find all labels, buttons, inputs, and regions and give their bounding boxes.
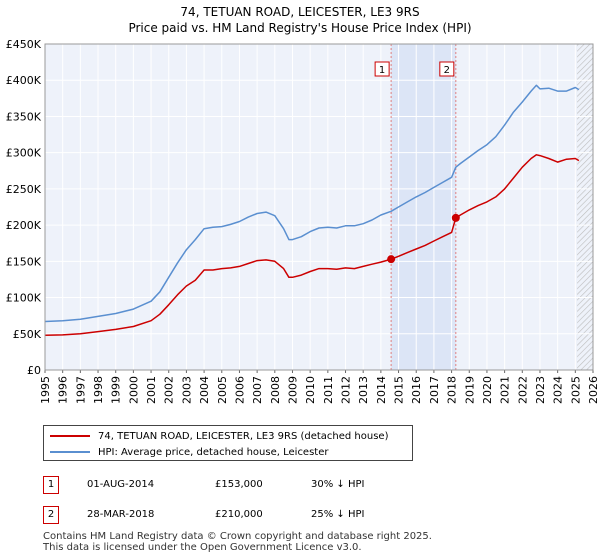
- footer: Contains HM Land Registry data © Crown c…: [43, 531, 432, 553]
- y-tick-label: £150K: [6, 255, 42, 268]
- legend-swatch-hpi: [50, 451, 90, 453]
- transaction-hpi-diff: 25% ↓ HPI: [311, 509, 365, 520]
- marker-label: 2: [444, 65, 450, 76]
- chart-title: 74, TETUAN ROAD, LEICESTER, LE3 9RS: [180, 5, 419, 19]
- forecast-hatch: [577, 44, 593, 370]
- y-tick-label: £200K: [6, 219, 42, 232]
- y-tick-label: £250K: [6, 183, 42, 196]
- x-tick-label: 2020: [481, 376, 494, 404]
- footer-copyright: Contains HM Land Registry data © Crown c…: [43, 531, 432, 542]
- transaction-row: 1 01-AUG-2014 £153,000 30% ↓ HPI: [43, 476, 563, 496]
- shaded-span: [391, 44, 456, 370]
- x-tick-label: 2010: [304, 376, 317, 404]
- y-tick-label: £450K: [6, 38, 42, 51]
- x-tick-label: 2021: [499, 376, 512, 404]
- series-line-property: [44, 154, 580, 336]
- transaction-price: £210,000: [215, 509, 263, 520]
- x-tick-label: 2000: [127, 376, 140, 404]
- y-tick-label: £350K: [6, 110, 42, 123]
- y-tick-label: £400K: [6, 74, 42, 87]
- marker-box: [439, 61, 455, 77]
- x-tick-label: 2026: [587, 376, 600, 404]
- x-tick-label: 2002: [163, 376, 176, 404]
- x-tick-label: 2008: [269, 376, 282, 404]
- x-tick-label: 2015: [393, 376, 406, 404]
- x-tick-label: 2016: [410, 376, 423, 404]
- x-tick-label: 1999: [110, 376, 123, 404]
- y-tick-label: £50K: [13, 328, 42, 341]
- x-tick-label: 2024: [552, 376, 565, 404]
- transaction-price: £153,000: [215, 479, 263, 490]
- x-tick-label: 1996: [57, 376, 70, 404]
- sale-point: [451, 213, 460, 222]
- transaction-row: 2 28-MAR-2018 £210,000 25% ↓ HPI: [43, 506, 563, 526]
- legend-label-hpi: HPI: Average price, detached house, Leic…: [98, 446, 329, 458]
- legend: 74, TETUAN ROAD, LEICESTER, LE3 9RS (det…: [43, 425, 413, 461]
- x-tick-label: 1997: [74, 376, 87, 404]
- legend-item-hpi: HPI: Average price, detached house, Leic…: [50, 444, 328, 460]
- legend-item-property: 74, TETUAN ROAD, LEICESTER, LE3 9RS (det…: [50, 428, 389, 444]
- chart: 74, TETUAN ROAD, LEICESTER, LE3 9RS Price…: [6, 5, 600, 404]
- x-tick-label: 2012: [340, 376, 353, 404]
- y-tick-label: £300K: [6, 147, 42, 160]
- x-tick-label: 2018: [446, 376, 459, 404]
- x-tick-label: 1998: [92, 376, 105, 404]
- x-tick-label: 2003: [180, 376, 193, 404]
- y-tick-label: £0: [27, 364, 41, 377]
- x-tick-label: 2011: [322, 376, 335, 404]
- legend-label-property: 74, TETUAN ROAD, LEICESTER, LE3 9RS (det…: [98, 430, 389, 442]
- x-tick-label: 2001: [145, 376, 158, 404]
- x-tick-label: 2017: [428, 376, 441, 404]
- x-tick-label: 2022: [516, 376, 529, 404]
- marker-box: [374, 61, 390, 77]
- x-tick-label: 2007: [251, 376, 264, 404]
- sale-point: [387, 255, 396, 264]
- plot-border: [44, 43, 594, 371]
- x-tick-label: 2019: [463, 376, 476, 404]
- x-tick-label: 2013: [357, 376, 370, 404]
- x-tick-label: 1995: [39, 376, 52, 404]
- x-tick-label: 2023: [534, 376, 547, 404]
- transaction-hpi-diff: 30% ↓ HPI: [311, 479, 365, 490]
- series-line-hpi: [44, 84, 580, 323]
- footer-licence: This data is licensed under the Open Gov…: [43, 542, 362, 553]
- transaction-number: 1: [43, 476, 59, 494]
- y-tick-label: £100K: [6, 292, 42, 305]
- plot-area: [45, 44, 593, 370]
- transaction-date: 01-AUG-2014: [87, 479, 155, 490]
- transaction-number: 2: [43, 506, 59, 524]
- transaction-date: 28-MAR-2018: [87, 509, 155, 520]
- marker-label: 1: [379, 65, 385, 76]
- x-tick-label: 2014: [375, 376, 388, 404]
- x-tick-label: 2025: [569, 376, 582, 404]
- x-tick-label: 2005: [216, 376, 229, 404]
- x-tick-label: 2004: [198, 376, 211, 404]
- x-tick-label: 2009: [286, 376, 299, 404]
- legend-swatch-property: [50, 435, 90, 437]
- chart-subtitle: Price paid vs. HM Land Registry's House …: [128, 21, 471, 35]
- x-tick-label: 2006: [233, 376, 246, 404]
